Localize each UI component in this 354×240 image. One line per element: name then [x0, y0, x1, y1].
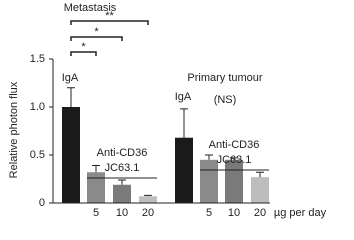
chart: Relative photon flux µg per day 0 0.5 1.0 1… — [8, 2, 327, 219]
error-bar — [67, 87, 75, 107]
control-label: IgA — [62, 72, 79, 84]
significance-label: ** — [105, 10, 114, 22]
significance-bracket — [70, 51, 97, 56]
treatment-label: JC63.1 — [105, 162, 140, 174]
significance-bracket — [70, 20, 149, 25]
error-bar — [144, 194, 152, 197]
bar — [113, 184, 131, 203]
bar — [175, 137, 193, 203]
bar — [87, 172, 105, 203]
x-unit-label: µg per day — [274, 207, 327, 219]
x-tick-label: 5 — [206, 207, 212, 219]
bar — [251, 177, 269, 203]
bar — [200, 159, 218, 203]
y-axis-label: Relative photon flux — [8, 81, 20, 178]
y-tick-label: 0 — [39, 197, 45, 209]
x-tick-label: 20 — [142, 207, 154, 219]
bar — [62, 107, 80, 203]
treatment-label: Anti-CD36 — [97, 147, 148, 159]
control-label: IgA — [175, 91, 192, 103]
group-title: Primary tumour — [187, 72, 263, 84]
y-tick-label: 1.5 — [30, 53, 45, 65]
significance-label: * — [81, 41, 86, 53]
group-title: Metastasis — [64, 2, 117, 14]
y-tick-label: 0.5 — [30, 149, 45, 161]
treatment-label: JC63.1 — [217, 154, 252, 166]
bar — [225, 159, 243, 203]
error-bar — [92, 165, 100, 173]
x-tick-label: 10 — [228, 207, 240, 219]
error-bar — [256, 171, 264, 178]
significance-label: * — [94, 26, 99, 38]
significance-bracket — [70, 36, 123, 41]
x-tick-label: 20 — [254, 207, 266, 219]
error-bar — [205, 154, 213, 160]
group-note: (NS) — [214, 94, 237, 106]
x-tick-label: 5 — [93, 207, 99, 219]
treatment-label: Anti-CD36 — [209, 139, 260, 151]
error-bar — [230, 157, 238, 160]
error-bar — [118, 179, 126, 185]
y-tick-label: 1.0 — [30, 101, 45, 113]
bar — [139, 196, 157, 203]
x-tick-label: 10 — [116, 207, 128, 219]
error-bar — [180, 108, 188, 138]
